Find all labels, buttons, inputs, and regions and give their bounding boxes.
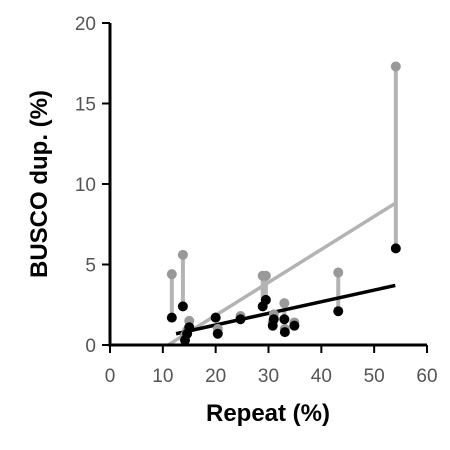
data-point-b xyxy=(279,298,290,309)
data-point-a xyxy=(177,301,188,312)
x-tick-label: 30 xyxy=(258,366,279,387)
data-point-a xyxy=(390,243,401,254)
y-tick-label: 15 xyxy=(75,95,96,116)
x-tick-label: 50 xyxy=(364,366,385,387)
data-point-a xyxy=(184,322,195,333)
y-tick-label: 5 xyxy=(85,256,96,277)
data-point-a xyxy=(333,306,344,317)
trend-line-b xyxy=(167,201,397,347)
x-tick-label: 60 xyxy=(416,366,437,387)
x-tick-label: 20 xyxy=(205,366,226,387)
data-point-b xyxy=(333,267,344,278)
y-tick-label: 0 xyxy=(85,336,96,357)
data-point-b xyxy=(260,270,271,281)
x-tick-label: 10 xyxy=(152,366,173,387)
plot-area: 0 5 10 15 20 0 10 20 30 40 50 60 xyxy=(75,14,438,387)
y-axis-title: BUSCO dup. (%) xyxy=(26,90,53,278)
data-point-a xyxy=(268,314,279,325)
y-tick-label: 20 xyxy=(75,14,96,35)
trend-line-a xyxy=(175,283,396,336)
data-point-a xyxy=(260,294,271,305)
data-point-a xyxy=(212,328,223,339)
data-point-b xyxy=(177,249,188,260)
x-axis-title: Repeat (%) xyxy=(206,400,330,427)
data-point-a xyxy=(289,320,300,331)
data-point-a xyxy=(279,327,290,338)
data-point-b xyxy=(390,61,401,72)
data-point-a xyxy=(166,312,177,323)
data-point-a xyxy=(210,312,221,323)
x-tick-label: 0 xyxy=(105,366,116,387)
x-tick-label: 40 xyxy=(311,366,332,387)
data-point-b xyxy=(166,269,177,280)
y-tick-label: 10 xyxy=(75,175,96,196)
data-point-a xyxy=(279,314,290,325)
data-point-a xyxy=(235,314,246,325)
